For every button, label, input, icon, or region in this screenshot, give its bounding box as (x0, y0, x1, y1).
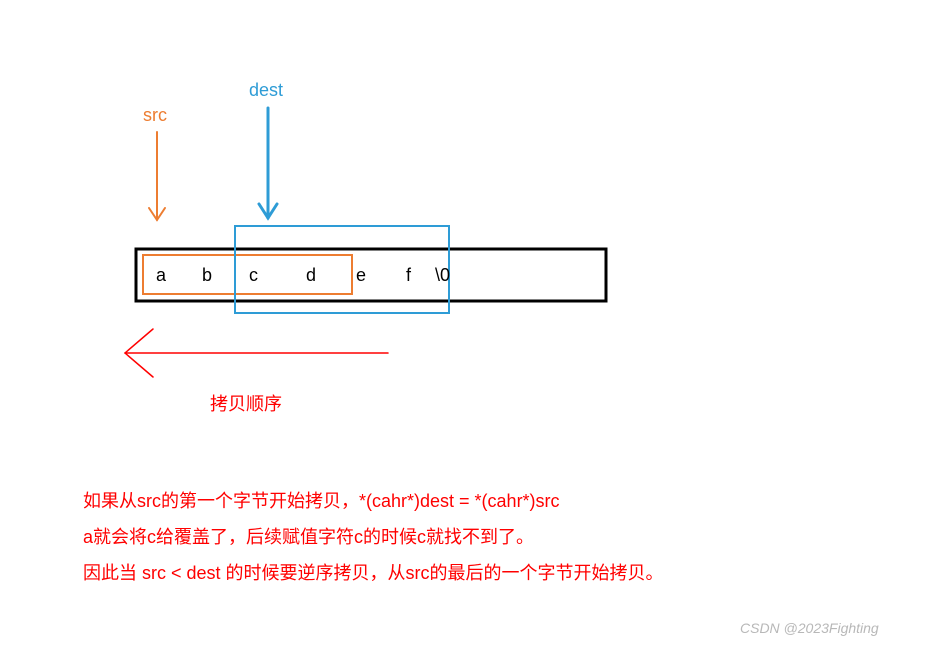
src-region (143, 255, 352, 294)
dest-arrow (259, 108, 277, 218)
memory-cell: e (356, 265, 366, 286)
explanation-line: 如果从src的第一个字节开始拷贝，*(cahr*)dest = *(cahr*)… (83, 487, 560, 513)
dest-label: dest (249, 80, 283, 101)
src-arrow (149, 132, 165, 220)
src-label: src (143, 105, 167, 126)
memory-cell: c (249, 265, 258, 286)
diagram-svg (0, 0, 928, 652)
explanation-line: a就会将c给覆盖了，后续赋值字符c的时候c就找不到了。 (83, 523, 534, 549)
memory-cell: a (156, 265, 166, 286)
copy-order-label: 拷贝顺序 (210, 390, 282, 416)
watermark: CSDN @2023Fighting (740, 620, 879, 636)
memory-cell: \0 (435, 265, 450, 286)
memory-cell: b (202, 265, 212, 286)
explanation-line: 因此当 src < dest 的时候要逆序拷贝，从src的最后的一个字节开始拷贝… (83, 559, 664, 585)
memory-cell: d (306, 265, 316, 286)
memory-cell: f (406, 265, 411, 286)
copy-direction-arrow (125, 329, 388, 377)
